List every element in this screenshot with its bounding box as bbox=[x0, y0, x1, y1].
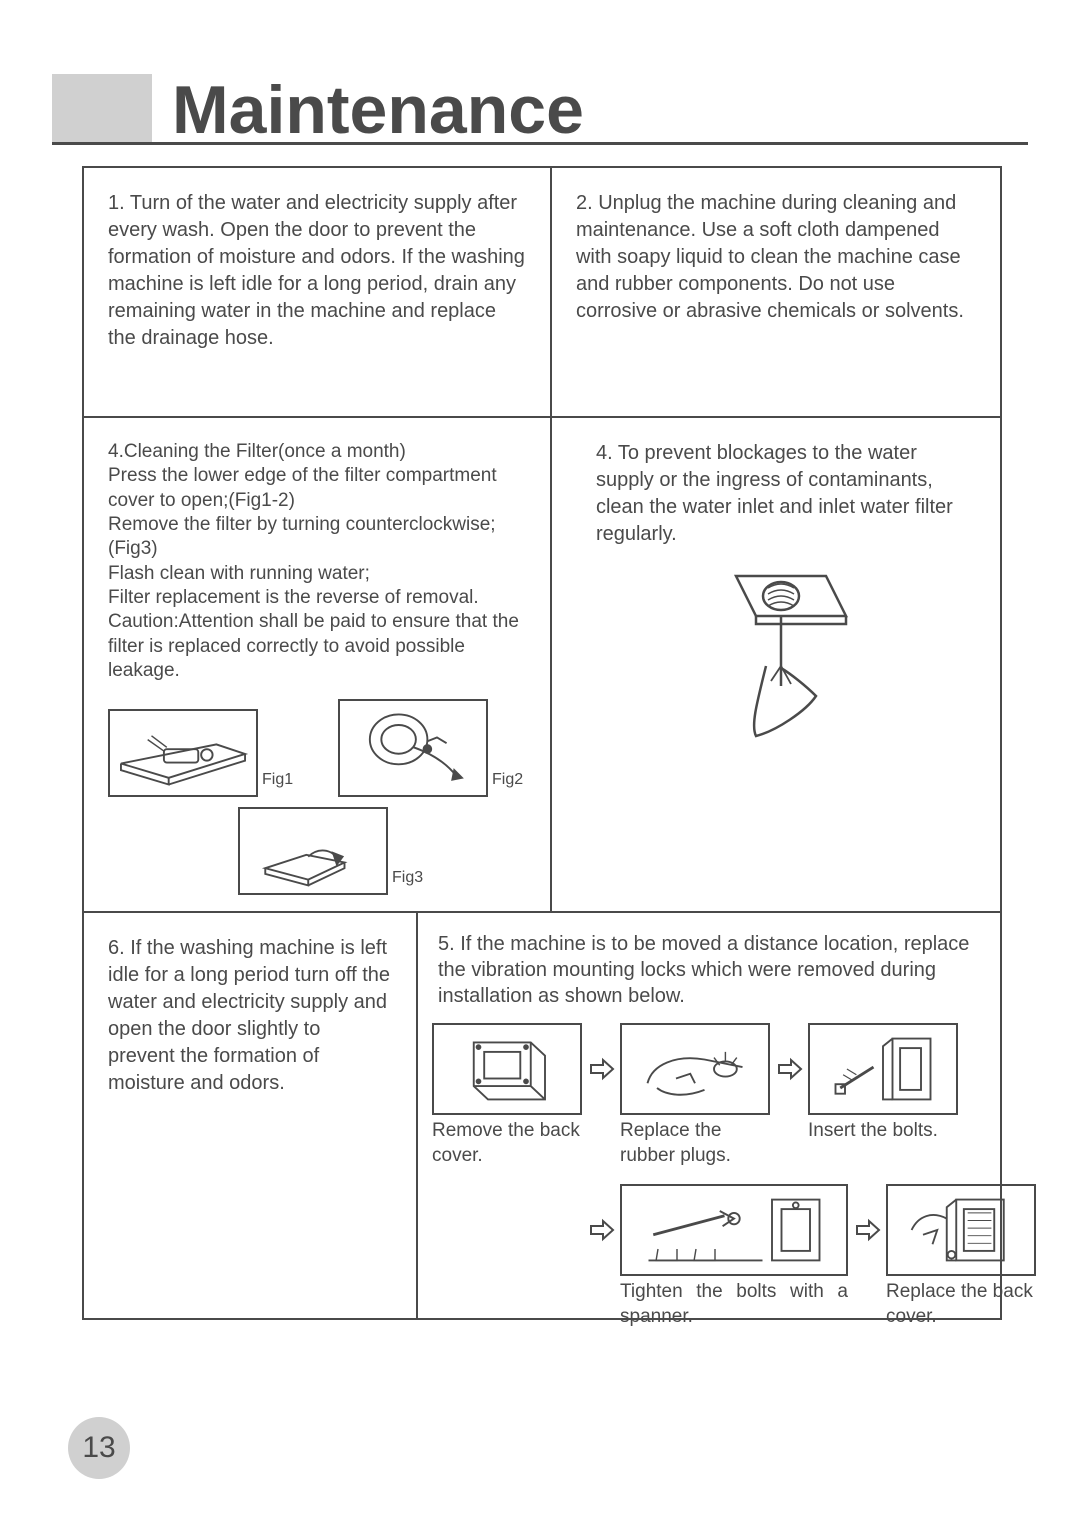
cell-4-filter: 4.Cleaning the Filter(once a month) Pres… bbox=[84, 418, 552, 913]
fig2-box bbox=[338, 699, 488, 797]
filter-panel-icon bbox=[110, 711, 256, 795]
step-figure bbox=[620, 1023, 770, 1115]
page-number: 13 bbox=[82, 1431, 115, 1465]
step-figure bbox=[620, 1184, 848, 1276]
arrow-icon bbox=[848, 1184, 886, 1276]
header-accent-block bbox=[52, 74, 152, 144]
step-label: Tighten the bolts with a spanner. bbox=[620, 1280, 848, 1329]
fig2-label: Fig2 bbox=[492, 769, 523, 791]
fig1-box bbox=[108, 709, 258, 797]
cell-6: 6. If the washing machine is left idle f… bbox=[84, 913, 418, 1318]
grid-row: 6. If the washing machine is left idle f… bbox=[84, 913, 1000, 1318]
filter-remove-icon bbox=[240, 809, 386, 893]
step-figure bbox=[432, 1023, 582, 1115]
cell-4-inlet: 4. To prevent blockages to the water sup… bbox=[552, 418, 1000, 913]
step-label: Insert the bolts. bbox=[808, 1119, 958, 1144]
steps-row-2: Tighten the bolts with a spanner. bbox=[432, 1184, 986, 1329]
cell-2: 2. Unplug the machine during cleaning an… bbox=[552, 168, 1000, 418]
cell-text: 1. Turn of the water and electricity sup… bbox=[108, 190, 526, 352]
step-3: Insert the bolts. bbox=[808, 1023, 958, 1144]
header: Maintenance bbox=[0, 44, 1080, 144]
fig3-label: Fig3 bbox=[392, 867, 423, 889]
cell-text: 2. Unplug the machine during cleaning an… bbox=[576, 190, 976, 325]
step-label: Remove the back cover. bbox=[432, 1119, 582, 1168]
inlet-filter-icon bbox=[696, 566, 856, 746]
grid-row: 1. Turn of the water and electricity sup… bbox=[84, 168, 1000, 418]
cell-1: 1. Turn of the water and electricity sup… bbox=[84, 168, 552, 418]
cell-5-steps: 5. If the machine is to be moved a dista… bbox=[418, 913, 1000, 1318]
figure-area: Fig1 Fig2 bbox=[108, 699, 526, 909]
filter-open-icon bbox=[340, 701, 486, 795]
tighten-bolts-icon bbox=[634, 1192, 834, 1268]
fig1-label: Fig1 bbox=[262, 769, 293, 791]
step-1: Remove the back cover. bbox=[432, 1023, 582, 1168]
line: Caution:Attention shall be paid to ensur… bbox=[108, 611, 519, 681]
line: Filter replacement is the reverse of rem… bbox=[108, 587, 479, 608]
arrow-icon bbox=[770, 1023, 808, 1115]
page-title: Maintenance bbox=[172, 76, 584, 144]
line: 4.Cleaning the Filter(once a month) bbox=[108, 441, 406, 462]
page-number-badge: 13 bbox=[68, 1417, 130, 1479]
fig3-box bbox=[238, 807, 388, 895]
maintenance-grid: 1. Turn of the water and electricity sup… bbox=[82, 166, 1002, 1320]
step-label: Replace the back cover. bbox=[886, 1280, 1036, 1329]
line: Flash clean with running water; bbox=[108, 563, 370, 584]
back-cover-icon bbox=[447, 1031, 567, 1107]
step-label: Replace the rubber plugs. bbox=[620, 1119, 770, 1168]
step-figure bbox=[886, 1184, 1036, 1276]
step-figure bbox=[808, 1023, 958, 1115]
arrow-icon bbox=[582, 1184, 620, 1276]
grid-row: 4.Cleaning the Filter(once a month) Pres… bbox=[84, 418, 1000, 913]
insert-bolts-icon bbox=[823, 1031, 943, 1107]
steps-row-1: Remove the back cover. bbox=[432, 1023, 986, 1178]
rubber-plug-icon bbox=[635, 1031, 755, 1107]
header-rule bbox=[52, 142, 1028, 145]
cell-text: 5. If the machine is to be moved a dista… bbox=[432, 931, 986, 1009]
step-4: Tighten the bolts with a spanner. bbox=[620, 1184, 848, 1329]
replace-cover-icon bbox=[901, 1192, 1021, 1268]
arrow-icon bbox=[582, 1023, 620, 1115]
cell-text: 4. To prevent blockages to the water sup… bbox=[576, 440, 976, 548]
step-2: Replace the rubber plugs. bbox=[620, 1023, 770, 1168]
cell-text: 4.Cleaning the Filter(once a month) Pres… bbox=[108, 440, 526, 683]
line: Press the lower edge of the filter compa… bbox=[108, 465, 497, 510]
step-5: Replace the back cover. bbox=[886, 1184, 1036, 1329]
cell-text: 6. If the washing machine is left idle f… bbox=[108, 935, 392, 1097]
line: Remove the filter by turning countercloc… bbox=[108, 514, 496, 559]
